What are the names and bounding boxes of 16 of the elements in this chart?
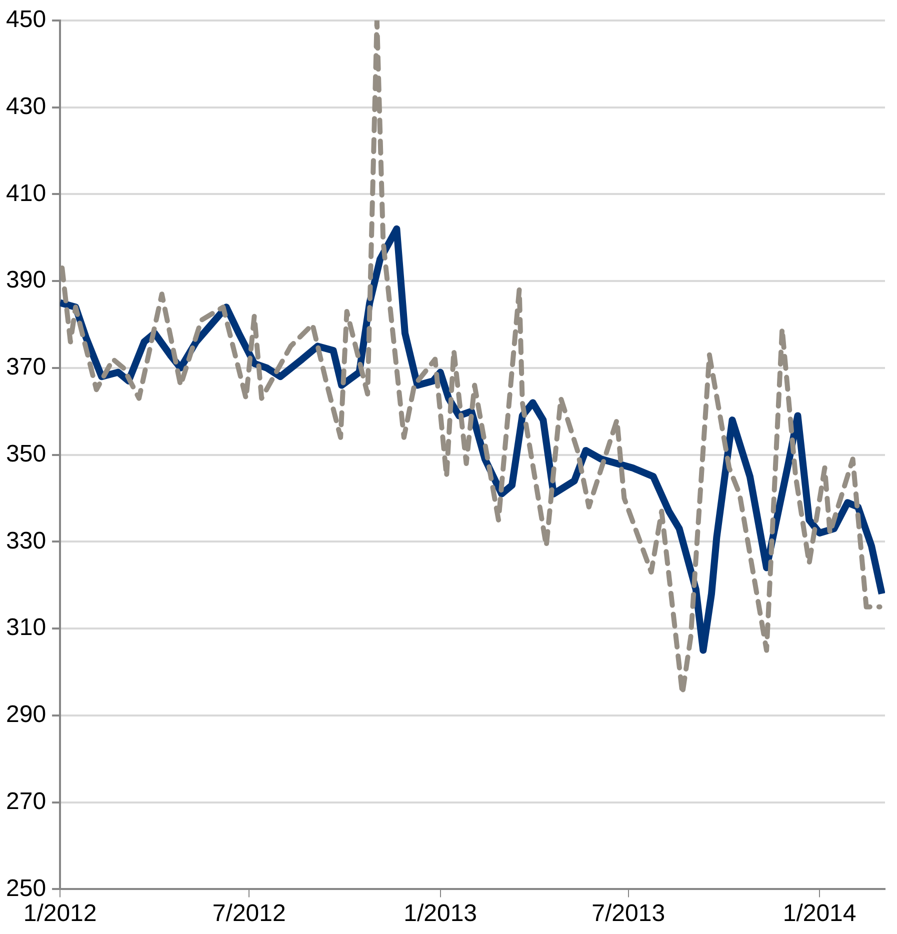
y-tick-label: 450 [6,6,46,34]
x-tick-label: 1/2013 [404,900,478,928]
y-tick-label: 250 [6,874,46,902]
y-tick-label: 290 [6,701,46,728]
y-tick-label: 330 [6,527,46,554]
x-tick-label: 1/2014 [782,900,856,928]
x-tick-label: 7/2012 [212,900,286,928]
y-tick-label: 370 [6,354,46,381]
y-tick-label: 390 [6,266,46,294]
y-tick-label: 310 [6,614,46,642]
y-tick-label: 430 [6,92,46,120]
y-tick-label: 270 [6,788,46,815]
y-tick-label: 410 [6,180,46,207]
x-tick-label: 7/2013 [592,900,666,928]
y-tick-label: 350 [6,440,46,468]
x-tick-label: 1/2012 [23,900,97,928]
